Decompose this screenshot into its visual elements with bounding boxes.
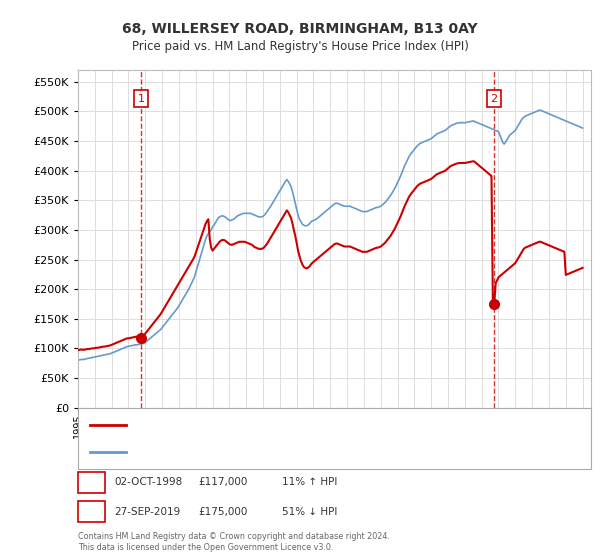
Text: HPI: Average price, detached house, Birmingham: HPI: Average price, detached house, Birm… bbox=[132, 447, 377, 457]
Text: 2: 2 bbox=[490, 94, 497, 104]
Text: 68, WILLERSEY ROAD, BIRMINGHAM, B13 0AY: 68, WILLERSEY ROAD, BIRMINGHAM, B13 0AY bbox=[122, 22, 478, 36]
Text: 02-OCT-1998: 02-OCT-1998 bbox=[114, 478, 182, 487]
Text: 27-SEP-2019: 27-SEP-2019 bbox=[114, 507, 180, 516]
Text: £175,000: £175,000 bbox=[198, 507, 247, 516]
Text: 68, WILLERSEY ROAD, BIRMINGHAM, B13 0AY (detached house): 68, WILLERSEY ROAD, BIRMINGHAM, B13 0AY … bbox=[132, 420, 449, 430]
Text: 51% ↓ HPI: 51% ↓ HPI bbox=[282, 507, 337, 516]
Text: Price paid vs. HM Land Registry's House Price Index (HPI): Price paid vs. HM Land Registry's House … bbox=[131, 40, 469, 53]
Text: Contains HM Land Registry data © Crown copyright and database right 2024.
This d: Contains HM Land Registry data © Crown c… bbox=[78, 532, 390, 552]
Text: 1: 1 bbox=[137, 94, 145, 104]
Text: 1: 1 bbox=[88, 478, 95, 487]
Text: £117,000: £117,000 bbox=[198, 478, 247, 487]
Text: 2: 2 bbox=[88, 507, 95, 516]
Text: 11% ↑ HPI: 11% ↑ HPI bbox=[282, 478, 337, 487]
